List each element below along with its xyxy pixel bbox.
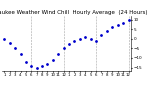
Title: Milwaukee Weather Wind Chill  Hourly Average  (24 Hours): Milwaukee Weather Wind Chill Hourly Aver… [0,10,147,15]
